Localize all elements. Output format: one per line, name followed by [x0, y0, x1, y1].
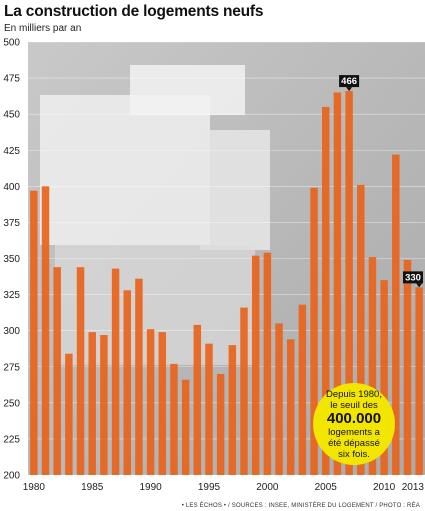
- y-axis-ticks: 200 225 250 275 300 325 350 375 400 425 450 475 500: [3, 38, 20, 482]
- callout-bubble: Depuis 1980, le seuil des 400.000 logeme…: [313, 383, 395, 465]
- bar: [357, 184, 365, 475]
- data-label-pointer: [416, 283, 423, 288]
- bar-series: [30, 91, 423, 476]
- x-tick-label: 1990: [139, 482, 162, 493]
- y-tick-label: 350: [3, 254, 20, 265]
- data-labels: 466 330: [339, 75, 423, 288]
- bar: [298, 304, 307, 475]
- bar: [181, 379, 190, 475]
- y-tick-label: 375: [3, 218, 20, 229]
- bar: [322, 106, 330, 475]
- y-tick-label: 225: [3, 434, 20, 445]
- bar: [205, 343, 213, 475]
- x-tick-label: 2010: [373, 482, 396, 493]
- y-tick-label: 450: [3, 110, 20, 121]
- source-credit: • LES ÉCHOS • / SOURCES : INSEE, MINISTÈ…: [181, 503, 420, 509]
- callout-line-5: été dépassé: [328, 437, 380, 449]
- y-tick-label: 200: [3, 471, 20, 482]
- bar: [146, 329, 155, 475]
- bar: [135, 278, 143, 475]
- data-label-box: [339, 75, 360, 88]
- data-label-text: 330: [405, 272, 421, 283]
- bar: [53, 267, 61, 475]
- y-tick-label: 425: [3, 146, 20, 157]
- bar: [310, 187, 318, 475]
- bar: [380, 280, 388, 475]
- bar: [415, 287, 423, 475]
- callout-line-6: six fois.: [338, 448, 370, 460]
- y-tick-label: 275: [3, 362, 20, 373]
- callout-line-2: le seuil des: [330, 399, 378, 411]
- bar: [275, 323, 283, 475]
- y-tick-label: 475: [3, 74, 20, 85]
- bar: [345, 91, 353, 475]
- bar: [368, 257, 377, 475]
- bar: [76, 267, 85, 475]
- bar: [333, 92, 342, 476]
- y-tick-label: 325: [3, 290, 20, 301]
- data-label-pointer: [346, 87, 353, 92]
- bar: [403, 259, 412, 475]
- callout-line-4: logements a: [328, 426, 380, 438]
- y-tick-label: 250: [3, 398, 20, 409]
- bar: [100, 334, 108, 475]
- x-tick-label: 1995: [198, 482, 221, 493]
- bar: [251, 255, 260, 475]
- bar: [216, 373, 225, 475]
- chart-title: La construction de logements neufs: [4, 3, 264, 20]
- x-axis-ticks: 1980 1985 1990 1995 2000 2005 2010 2013: [23, 482, 425, 493]
- y-tick-label: 500: [3, 38, 20, 49]
- callout-number: 400.000: [326, 409, 382, 427]
- data-label-box: [403, 271, 423, 284]
- x-tick-label: 1985: [81, 482, 104, 493]
- y-tick-label: 300: [3, 326, 20, 337]
- bar: [228, 345, 237, 475]
- bar: [170, 363, 178, 475]
- data-label-text: 466: [341, 76, 357, 87]
- y-tick-label: 400: [3, 182, 20, 193]
- bar: [263, 252, 272, 475]
- callout-line-1: Depuis 1980,: [326, 388, 382, 400]
- bar: [286, 339, 295, 475]
- x-tick-label: 2000: [256, 482, 279, 493]
- bar: [88, 332, 96, 475]
- bar: [30, 190, 38, 475]
- bar: [65, 353, 73, 475]
- bar: [392, 154, 400, 475]
- bar: [41, 186, 50, 476]
- bar: [240, 307, 248, 475]
- bar: [158, 332, 167, 475]
- x-tick-label: 2005: [315, 482, 338, 493]
- bar: [111, 268, 120, 475]
- bar: [123, 290, 131, 475]
- x-tick-label: 1980: [23, 482, 46, 493]
- chart-subtitle: En milliers par an: [4, 23, 82, 34]
- bar: [193, 324, 202, 475]
- x-tick-label: 2013: [402, 482, 425, 493]
